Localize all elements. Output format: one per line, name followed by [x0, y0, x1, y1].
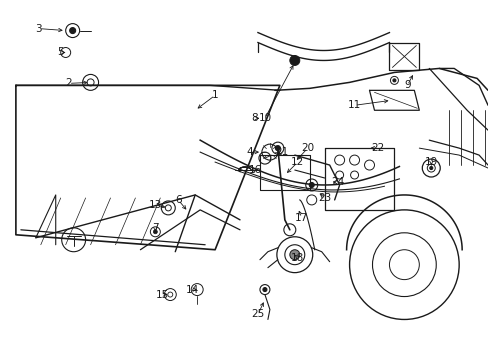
Text: 12: 12: [290, 157, 304, 167]
Circle shape: [429, 167, 432, 170]
Text: 8: 8: [251, 113, 258, 123]
Text: 19: 19: [424, 157, 437, 167]
Circle shape: [275, 146, 280, 150]
Text: 25: 25: [251, 310, 264, 319]
Text: 5: 5: [57, 48, 64, 58]
Text: 16: 16: [248, 165, 261, 175]
Circle shape: [289, 55, 299, 66]
Text: 2: 2: [65, 78, 72, 88]
Text: 14: 14: [185, 284, 199, 294]
Text: 21: 21: [275, 147, 288, 157]
Text: 24: 24: [330, 177, 344, 187]
Circle shape: [289, 250, 299, 260]
Text: 10: 10: [258, 113, 271, 123]
Text: 22: 22: [370, 143, 384, 153]
Text: 4: 4: [246, 147, 253, 157]
Circle shape: [392, 79, 395, 82]
Circle shape: [153, 230, 157, 234]
Circle shape: [308, 183, 314, 188]
Text: 3: 3: [36, 24, 42, 33]
Text: 13: 13: [148, 200, 162, 210]
Text: 11: 11: [347, 100, 361, 110]
Text: 20: 20: [301, 143, 314, 153]
Text: 6: 6: [175, 195, 181, 205]
Circle shape: [263, 288, 266, 292]
Text: 9: 9: [403, 80, 410, 90]
Circle shape: [69, 28, 76, 33]
Text: 7: 7: [152, 223, 158, 233]
Text: 23: 23: [317, 193, 331, 203]
Text: 1: 1: [211, 90, 218, 100]
Text: 17: 17: [295, 213, 308, 223]
Text: 18: 18: [290, 253, 304, 263]
Text: 15: 15: [155, 289, 168, 300]
